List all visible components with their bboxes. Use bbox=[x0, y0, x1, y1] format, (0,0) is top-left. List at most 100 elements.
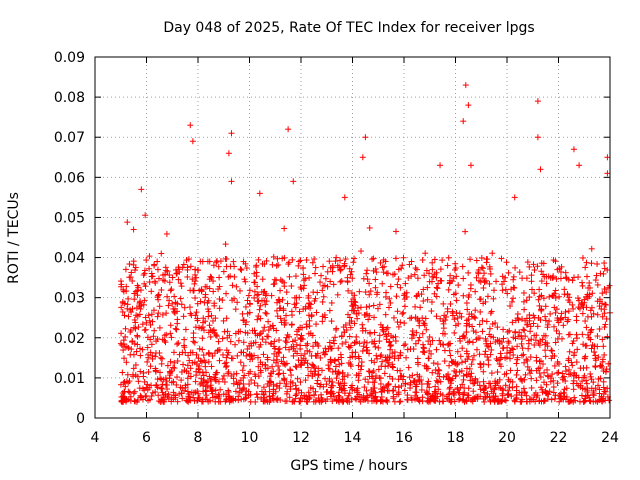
data-point bbox=[566, 299, 573, 306]
data-point bbox=[397, 349, 404, 356]
data-point bbox=[206, 322, 213, 329]
data-point bbox=[213, 333, 220, 340]
data-point bbox=[315, 365, 322, 372]
data-point bbox=[455, 320, 462, 327]
data-point bbox=[298, 332, 305, 339]
data-point bbox=[565, 357, 572, 364]
data-point bbox=[164, 386, 171, 393]
data-point bbox=[419, 257, 426, 264]
data-point bbox=[602, 321, 609, 328]
data-point bbox=[597, 362, 604, 369]
data-point bbox=[157, 369, 164, 376]
data-point bbox=[267, 341, 274, 348]
data-point bbox=[143, 392, 150, 399]
data-point bbox=[473, 257, 480, 264]
data-point bbox=[384, 387, 391, 394]
data-point bbox=[366, 350, 373, 357]
data-point bbox=[205, 358, 212, 365]
data-point bbox=[176, 351, 183, 358]
data-point bbox=[604, 385, 611, 392]
data-point bbox=[286, 394, 293, 401]
data-point bbox=[494, 324, 501, 331]
data-point bbox=[284, 300, 291, 307]
data-point bbox=[551, 395, 558, 402]
data-point bbox=[596, 397, 603, 404]
data-point bbox=[300, 264, 307, 271]
data-point bbox=[325, 346, 332, 353]
data-point bbox=[167, 368, 174, 375]
data-point bbox=[464, 306, 471, 313]
data-point bbox=[247, 391, 254, 398]
data-point bbox=[379, 264, 386, 271]
data-point bbox=[599, 363, 606, 370]
data-point bbox=[531, 392, 538, 399]
data-point bbox=[398, 382, 405, 389]
data-point bbox=[346, 344, 353, 351]
data-point bbox=[505, 391, 512, 398]
data-point bbox=[273, 262, 280, 269]
data-point bbox=[494, 336, 501, 343]
data-point bbox=[373, 269, 380, 276]
data-point bbox=[282, 344, 289, 351]
data-point bbox=[149, 389, 156, 396]
data-point bbox=[225, 369, 232, 376]
data-point bbox=[225, 150, 232, 157]
data-point bbox=[562, 368, 569, 375]
data-point bbox=[571, 349, 578, 356]
data-point bbox=[150, 333, 157, 340]
data-point bbox=[465, 269, 472, 276]
data-point bbox=[117, 278, 124, 285]
data-point bbox=[451, 316, 458, 323]
y-tick-label: 0.03 bbox=[54, 291, 85, 307]
data-point bbox=[362, 134, 369, 141]
data-point bbox=[268, 292, 275, 299]
data-point bbox=[530, 320, 537, 327]
data-point bbox=[353, 333, 360, 340]
data-point bbox=[209, 328, 216, 335]
data-point bbox=[155, 291, 162, 298]
data-point bbox=[282, 383, 289, 390]
data-point bbox=[550, 323, 557, 330]
data-point bbox=[418, 376, 425, 383]
data-point bbox=[173, 374, 180, 381]
data-point bbox=[276, 349, 283, 356]
data-point bbox=[335, 345, 342, 352]
data-point bbox=[412, 314, 419, 321]
data-point bbox=[526, 294, 533, 301]
data-point bbox=[520, 385, 527, 392]
data-point bbox=[299, 324, 306, 331]
data-point bbox=[601, 265, 608, 272]
data-point bbox=[395, 384, 402, 391]
data-point bbox=[256, 190, 263, 197]
data-point bbox=[123, 359, 130, 366]
data-point bbox=[378, 393, 385, 400]
data-point bbox=[262, 339, 269, 346]
data-point bbox=[184, 375, 191, 382]
data-point bbox=[472, 307, 479, 314]
data-point bbox=[130, 351, 137, 358]
data-point bbox=[418, 386, 425, 393]
data-point bbox=[182, 326, 189, 333]
data-point bbox=[392, 338, 399, 345]
data-point bbox=[234, 352, 241, 359]
data-point bbox=[173, 270, 180, 277]
data-point bbox=[187, 122, 194, 129]
data-point bbox=[166, 297, 173, 304]
data-point bbox=[528, 384, 535, 391]
data-point bbox=[522, 317, 529, 324]
data-point bbox=[132, 288, 139, 295]
data-point bbox=[265, 318, 272, 325]
data-point bbox=[254, 332, 261, 339]
data-point bbox=[171, 308, 178, 315]
data-point bbox=[542, 313, 549, 320]
data-point bbox=[137, 392, 144, 399]
data-point bbox=[460, 396, 467, 403]
data-point bbox=[294, 331, 301, 338]
data-point bbox=[125, 388, 132, 395]
data-point bbox=[519, 315, 526, 322]
data-point bbox=[339, 369, 346, 376]
data-point bbox=[192, 378, 199, 385]
data-point bbox=[259, 336, 266, 343]
data-point bbox=[242, 278, 249, 285]
